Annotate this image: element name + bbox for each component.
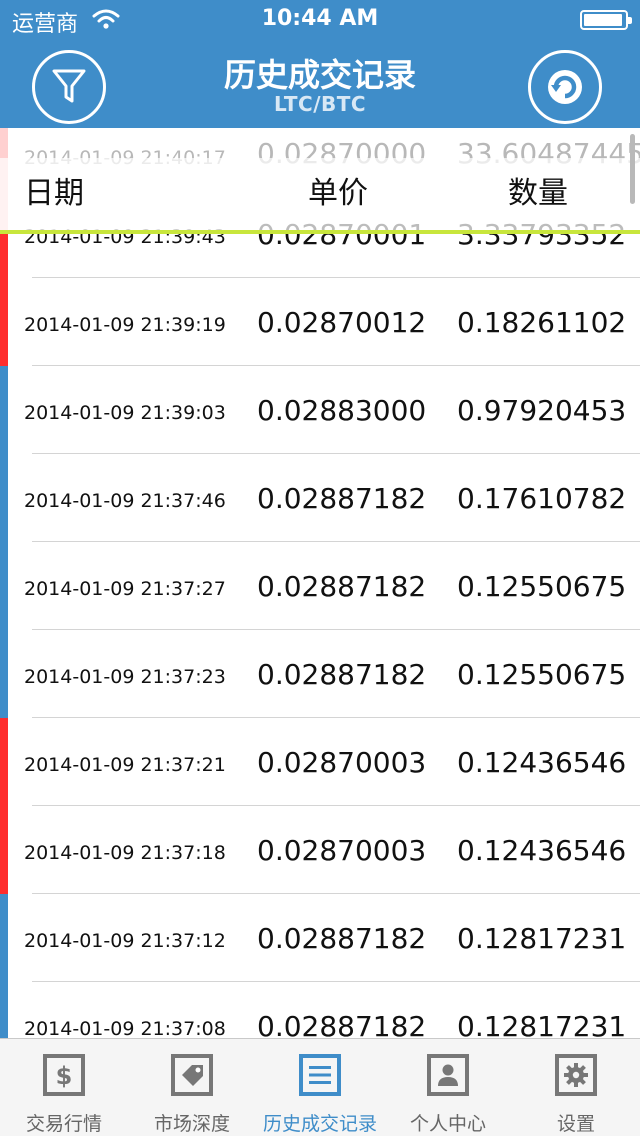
tab-market[interactable]: $ 交易行情 bbox=[0, 1039, 128, 1136]
trade-amount: 0.12817231 bbox=[457, 1010, 627, 1038]
trade-price: 0.02887182 bbox=[257, 570, 427, 603]
filter-icon bbox=[52, 69, 86, 103]
trade-date: 2014-01-09 21:37:21 bbox=[24, 754, 226, 776]
battery-icon bbox=[580, 10, 632, 30]
trade-amount: 0.18261102 bbox=[457, 306, 627, 339]
tab-settings-label: 设置 bbox=[556, 1113, 595, 1135]
refresh-icon bbox=[548, 70, 582, 104]
row-divider bbox=[32, 541, 640, 542]
trade-price: 0.02870003 bbox=[257, 746, 427, 779]
trade-price: 0.02870003 bbox=[257, 834, 427, 867]
svg-text:$: $ bbox=[56, 1062, 73, 1090]
buy-side-bar bbox=[0, 454, 8, 542]
trade-price: 0.02870012 bbox=[257, 306, 427, 339]
trade-amount: 0.17610782 bbox=[457, 482, 627, 515]
trade-list[interactable]: 2014-01-09 21:40:170.0287000033.60487445… bbox=[0, 128, 640, 1038]
trade-date: 2014-01-09 21:37:08 bbox=[24, 1018, 226, 1038]
status-time: 10:44 AM bbox=[261, 6, 379, 31]
carrier-name: 运营商 bbox=[12, 12, 79, 37]
trade-date: 2014-01-09 21:39:03 bbox=[24, 402, 226, 424]
trade-row[interactable]: 2014-01-09 21:37:23 0.02887182 0.12550675 bbox=[0, 630, 640, 718]
trade-amount: 0.12550675 bbox=[457, 658, 627, 691]
trade-row[interactable]: 2014-01-09 21:39:19 0.02870012 0.18261102 bbox=[0, 278, 640, 366]
row-divider bbox=[32, 365, 640, 366]
trade-row[interactable]: 2014-01-09 21:37:21 0.02870003 0.12436546 bbox=[0, 718, 640, 806]
buy-side-bar bbox=[0, 630, 8, 718]
buy-side-bar bbox=[0, 366, 8, 454]
buy-side-bar bbox=[0, 894, 8, 982]
list-icon bbox=[299, 1054, 341, 1096]
trade-date: 2014-01-09 21:39:19 bbox=[24, 314, 226, 336]
market-pair: LTC/BTC bbox=[273, 92, 367, 116]
trade-row[interactable]: 2014-01-09 21:37:18 0.02870003 0.12436546 bbox=[0, 806, 640, 894]
buy-side-bar bbox=[0, 542, 8, 630]
row-divider bbox=[32, 805, 640, 806]
app-header: 运营商 10:44 AM 历史成交记录 LTC/BTC bbox=[0, 0, 640, 128]
sell-side-bar bbox=[0, 190, 8, 278]
trade-price: 0.02887182 bbox=[257, 922, 427, 955]
trade-date: 2014-01-09 21:37:46 bbox=[24, 490, 226, 512]
refresh-button[interactable] bbox=[528, 50, 602, 124]
status-bar: 运营商 10:44 AM bbox=[0, 0, 640, 40]
sell-side-bar bbox=[0, 278, 8, 366]
trade-row[interactable]: 2014-01-09 21:37:27 0.02887182 0.12550675 bbox=[0, 542, 640, 630]
trade-price: 0.02883000 bbox=[257, 394, 427, 427]
buy-side-bar bbox=[0, 982, 8, 1038]
trade-amount: 0.12817231 bbox=[457, 922, 627, 955]
trade-price: 0.02887182 bbox=[257, 658, 427, 691]
dollar-icon: $ bbox=[43, 1054, 85, 1096]
row-divider bbox=[32, 717, 640, 718]
trade-amount: 0.97920453 bbox=[457, 394, 627, 427]
trade-row[interactable]: 2014-01-09 21:37:46 0.02887182 0.17610782 bbox=[0, 454, 640, 542]
row-divider bbox=[32, 277, 640, 278]
trade-date: 2014-01-09 21:37:12 bbox=[24, 930, 226, 952]
trade-amount: 0.12436546 bbox=[457, 746, 627, 779]
tab-market-label: 交易行情 bbox=[25, 1113, 102, 1135]
column-price-label: 单价 bbox=[308, 176, 368, 211]
row-divider bbox=[32, 893, 640, 894]
tag-icon bbox=[171, 1054, 213, 1096]
tab-depth-label: 市场深度 bbox=[153, 1113, 230, 1135]
trade-price: 0.02887182 bbox=[257, 1010, 427, 1038]
tab-depth[interactable]: 市场深度 bbox=[128, 1039, 256, 1136]
trade-row[interactable]: 2014-01-09 21:37:12 0.02887182 0.12817231 bbox=[0, 894, 640, 982]
column-header: 日期 单价 数量 bbox=[0, 158, 640, 230]
column-date-label: 日期 bbox=[24, 176, 84, 211]
wifi-icon bbox=[92, 9, 120, 29]
tab-settings[interactable]: 设置 bbox=[512, 1039, 640, 1136]
trade-date: 2014-01-09 21:37:18 bbox=[24, 842, 226, 864]
scrollbar[interactable] bbox=[630, 134, 635, 204]
trade-amount: 0.12436546 bbox=[457, 834, 627, 867]
person-icon bbox=[427, 1054, 469, 1096]
trade-amount: 0.12550675 bbox=[457, 570, 627, 603]
trade-price: 0.02887182 bbox=[257, 482, 427, 515]
trade-row[interactable]: 2014-01-09 21:39:03 0.02883000 0.97920453 bbox=[0, 366, 640, 454]
trade-row[interactable]: 2014-01-09 21:37:08 0.02887182 0.12817231 bbox=[0, 982, 640, 1038]
tab-bar: $ 交易行情 市场深度 历史成交记录 个人中心 bbox=[0, 1038, 640, 1136]
gear-icon bbox=[555, 1054, 597, 1096]
tab-profile[interactable]: 个人中心 bbox=[384, 1039, 512, 1136]
row-divider bbox=[32, 629, 640, 630]
tab-history[interactable]: 历史成交记录 bbox=[256, 1039, 384, 1136]
row-divider bbox=[32, 453, 640, 454]
sell-side-bar bbox=[0, 718, 8, 806]
trade-date: 2014-01-09 21:37:23 bbox=[24, 666, 226, 688]
tab-history-label: 历史成交记录 bbox=[262, 1113, 377, 1135]
column-amount-label: 数量 bbox=[508, 176, 568, 211]
page-title: 历史成交记录 bbox=[223, 56, 416, 94]
row-divider bbox=[32, 981, 640, 982]
trade-date: 2014-01-09 21:37:27 bbox=[24, 578, 226, 600]
sell-side-bar bbox=[0, 806, 8, 894]
tab-profile-label: 个人中心 bbox=[409, 1113, 486, 1135]
pull-refresh-line bbox=[0, 230, 640, 234]
filter-button[interactable] bbox=[32, 50, 106, 124]
